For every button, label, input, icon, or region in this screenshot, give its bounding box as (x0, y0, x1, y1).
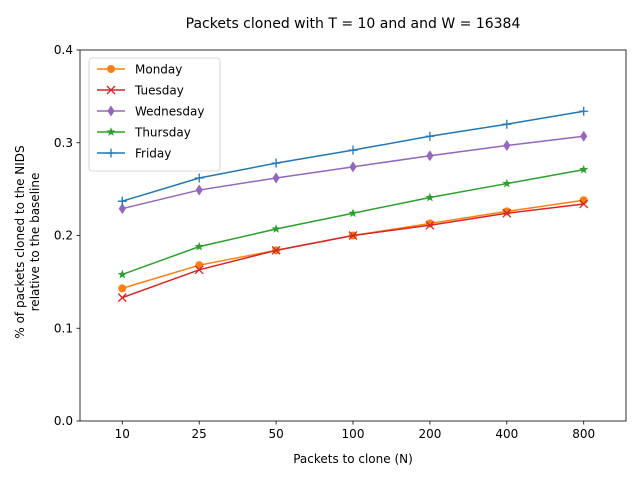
x-tick-label: 400 (495, 427, 518, 441)
data-point-thursday (502, 178, 512, 188)
data-point-wednesday (580, 130, 588, 142)
data-point-tuesday (502, 208, 512, 218)
legend-marker-wednesday (107, 105, 115, 117)
x-tick-label: 10 (115, 427, 130, 441)
legend-marker-friday (106, 148, 116, 158)
data-point-thursday (117, 269, 127, 279)
data-point-wednesday (118, 203, 126, 215)
legend-entry-wednesday: Wednesday (97, 105, 204, 119)
data-point-friday (194, 173, 204, 183)
data-point-thursday (425, 192, 435, 202)
legend-box (88, 57, 221, 172)
y-axis-label-line-2: relative to the baseline (28, 173, 42, 312)
data-point-wednesday (426, 150, 434, 162)
data-point-tuesday (348, 231, 358, 240)
x-tick-label: 200 (418, 427, 441, 441)
series-friday (117, 106, 589, 206)
data-point-wednesday (272, 172, 280, 184)
data-point-monday (118, 284, 127, 293)
data-point-thursday (348, 208, 358, 218)
legend: Monday Tuesday Wednesday Thursday Friday (88, 57, 221, 172)
series-wednesday (118, 130, 588, 215)
legend-entry-thursday: Thursday (97, 126, 191, 140)
legend-label-tuesday: Tuesday (134, 84, 184, 98)
data-point-wednesday (195, 184, 203, 196)
y-axis-label: % of packets cloned to the NIDS relative… (13, 145, 42, 338)
y-tick-label: 0.1 (54, 321, 73, 335)
y-tick-label: 0.2 (54, 229, 73, 243)
series-tuesday (117, 199, 589, 303)
data-point-friday (579, 106, 589, 116)
legend-label-friday: Friday (135, 147, 171, 161)
data-point-tuesday (271, 245, 281, 255)
y-tick-label: 0.0 (54, 414, 73, 428)
data-point-wednesday (349, 161, 357, 173)
data-point-friday (348, 145, 358, 155)
legend-entry-tuesday: Tuesday (97, 84, 184, 98)
x-axis-label: Packets to clone (N) (293, 452, 413, 466)
x-tick-label: 800 (572, 427, 595, 441)
y-tick-label: 0.3 (54, 136, 73, 150)
data-point-thursday (579, 164, 589, 174)
legend-label-monday: Monday (135, 63, 182, 77)
legend-marker-monday (107, 65, 115, 73)
data-point-tuesday (579, 199, 589, 209)
chart-title: Packets cloned with T = 10 and and W = 1… (186, 16, 521, 32)
legend-marker-tuesday (106, 85, 116, 95)
legend-marker-thursday (106, 127, 116, 136)
series-thursday (117, 164, 589, 279)
data-point-monday (195, 261, 204, 270)
plot-area: 0.0 0.1 0.2 0.3 0.4 10 25 50 100 200 400 800 (54, 43, 627, 441)
data-point-friday (425, 131, 435, 141)
y-tick-label: 0.4 (54, 43, 73, 57)
y-axis-label-line-1: % of packets cloned to the NIDS (13, 145, 27, 338)
data-point-friday (502, 119, 512, 129)
legend-label-wednesday: Wednesday (135, 105, 204, 119)
legend-entry-friday: Friday (97, 147, 171, 161)
data-point-wednesday (503, 140, 511, 152)
data-point-friday (271, 158, 281, 168)
data-point-thursday (271, 224, 281, 233)
data-point-tuesday (194, 265, 204, 275)
data-point-thursday (194, 241, 204, 251)
data-point-tuesday (117, 293, 127, 303)
series-line-tuesday (122, 203, 584, 299)
x-tick-label: 25 (192, 427, 207, 441)
data-point-tuesday (425, 220, 435, 230)
series-line-thursday (122, 168, 584, 276)
legend-label-thursday: Thursday (134, 126, 191, 140)
data-point-friday (117, 196, 127, 206)
x-tick-label: 50 (268, 427, 283, 441)
legend-entry-monday: Monday (97, 63, 182, 77)
x-tick-label: 100 (342, 427, 365, 441)
